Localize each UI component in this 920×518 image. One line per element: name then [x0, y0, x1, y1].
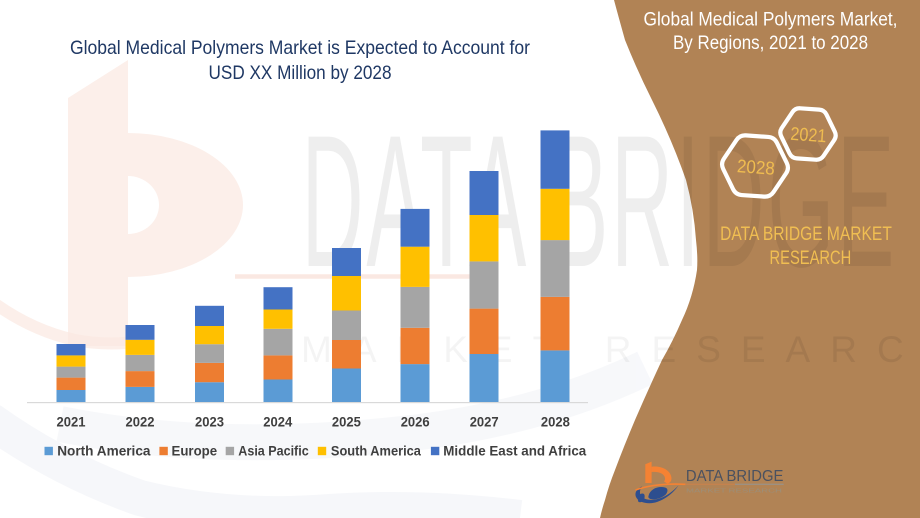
svg-text:2025: 2025: [332, 415, 361, 430]
svg-text:North America: North America: [57, 443, 151, 459]
svg-text:2028: 2028: [736, 155, 775, 179]
svg-text:Europe: Europe: [172, 443, 218, 459]
svg-text:RESEARCH: RESEARCH: [770, 248, 852, 269]
svg-text:South America: South America: [331, 443, 421, 459]
svg-text:MARKET RESEARCH: MARKET RESEARCH: [686, 488, 782, 494]
svg-text:Global Medical Polymers Market: Global Medical Polymers Market,: [644, 10, 898, 31]
svg-text:Asia Pacific: Asia Pacific: [238, 443, 309, 459]
svg-text:DATA BRIDGE: DATA BRIDGE: [686, 468, 784, 485]
svg-text:2027: 2027: [470, 415, 499, 430]
svg-text:DATA BRIDGE MARKET: DATA BRIDGE MARKET: [720, 224, 892, 245]
svg-text:2021: 2021: [790, 123, 827, 146]
svg-text:2028: 2028: [541, 415, 570, 430]
svg-text:2021: 2021: [57, 415, 86, 430]
svg-text:Middle East and Africa: Middle East and Africa: [443, 443, 586, 459]
svg-text:2026: 2026: [401, 415, 430, 430]
svg-text:2024: 2024: [263, 415, 292, 430]
svg-text:USD XX Million by 2028: USD XX Million by 2028: [209, 62, 392, 84]
svg-text:By Regions, 2021 to 2028: By Regions, 2021 to 2028: [673, 33, 868, 54]
svg-text:2023: 2023: [195, 415, 224, 430]
svg-text:2022: 2022: [126, 415, 155, 430]
svg-text:Global Medical Polymers Market: Global Medical Polymers Market is Expect…: [70, 37, 530, 59]
